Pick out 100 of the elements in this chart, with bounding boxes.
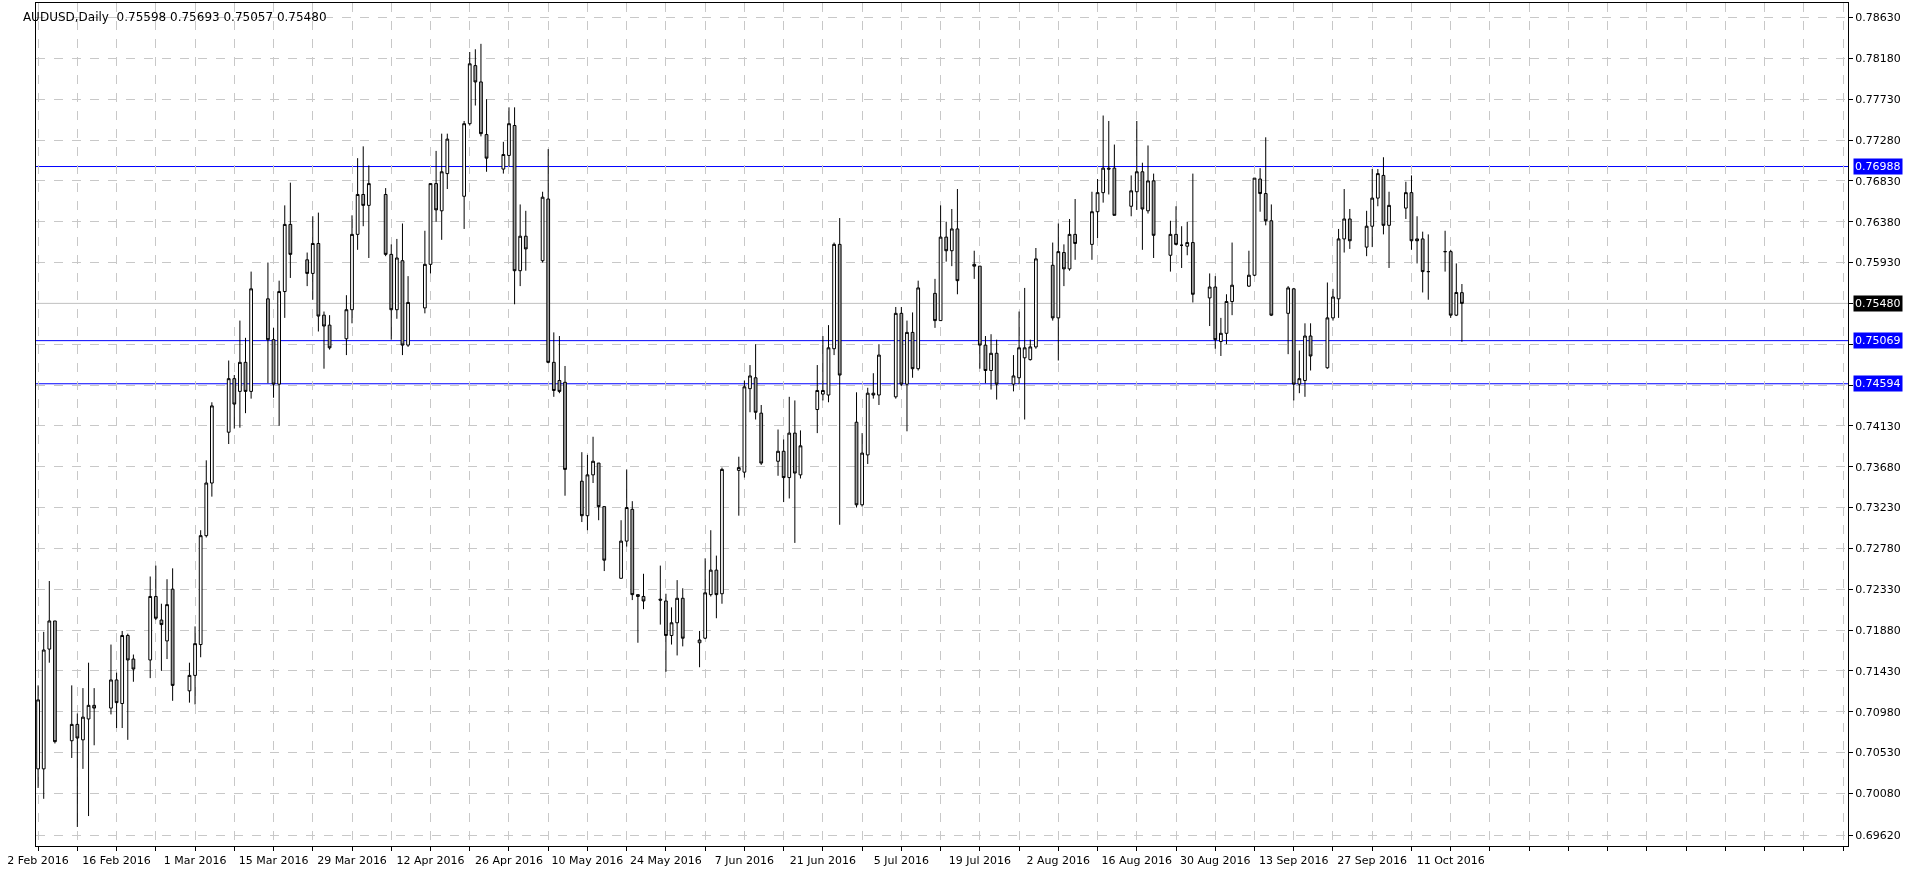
y-tick-label: 0.78180 <box>1855 52 1901 66</box>
x-tick-label: 30 Aug 2016 <box>1180 854 1251 868</box>
candlestick <box>1146 144 1150 215</box>
x-tick-label: 15 Mar 2016 <box>238 854 309 868</box>
candlestick <box>484 98 489 173</box>
y-tick-label: 0.72780 <box>1855 542 1901 556</box>
candlestick <box>1347 208 1352 250</box>
x-tick-label: 16 Feb 2016 <box>82 854 151 868</box>
candlestick <box>165 578 169 660</box>
candlestick <box>703 557 708 640</box>
candlestick <box>1190 173 1195 303</box>
x-tick-label: 5 Jul 2016 <box>873 854 929 868</box>
y-tick-label: 0.70980 <box>1855 705 1901 719</box>
candlestick <box>563 365 567 497</box>
y-tick-label: 0.78630 <box>1855 11 1901 25</box>
candlestick <box>1179 225 1184 269</box>
x-tick-label: 2 Aug 2016 <box>1026 854 1091 868</box>
candlestick <box>972 250 977 280</box>
y-tick-label: 0.77280 <box>1855 133 1901 147</box>
y-tick-label: 0.77730 <box>1855 93 1901 107</box>
ref-line-label: 0.75480 <box>1855 297 1901 310</box>
x-tick-label: 19 Jul 2016 <box>948 854 1011 868</box>
candlestick <box>344 294 349 356</box>
candlestick <box>1443 230 1447 273</box>
y-tick-label: 0.70080 <box>1855 787 1901 801</box>
candlestick <box>1185 221 1190 256</box>
x-tick-label: 13 Sep 2016 <box>1258 854 1329 868</box>
candlestick <box>1168 220 1173 273</box>
candlestick <box>591 436 595 484</box>
y-tick-label: 0.74130 <box>1855 419 1901 433</box>
y-tick-label: 0.70530 <box>1855 746 1901 760</box>
candlestick <box>1303 322 1307 398</box>
candlestick <box>664 593 668 673</box>
candlestick <box>720 467 724 605</box>
candlestick <box>187 662 192 704</box>
candlestick <box>170 567 175 702</box>
candlestick <box>837 217 842 526</box>
candlestick <box>109 644 113 715</box>
x-tick-label: 12 Apr 2016 <box>396 854 465 868</box>
candlestick <box>905 320 909 432</box>
candlestick <box>1308 322 1313 372</box>
y-tick-label: 0.76380 <box>1855 215 1901 229</box>
candlestick <box>1286 285 1291 355</box>
x-tick-label: 29 Mar 2016 <box>317 854 387 868</box>
candlestick <box>1174 205 1178 246</box>
ref-line-label: 0.76988 <box>1855 160 1901 173</box>
candlestick <box>815 364 820 434</box>
candlestick <box>1062 243 1066 287</box>
candlestick <box>193 625 197 705</box>
candlestick <box>1325 281 1330 370</box>
candlestick <box>1460 283 1464 343</box>
candlestick <box>53 620 57 744</box>
x-tick-label: 21 Jun 2016 <box>789 854 856 868</box>
candlestick <box>507 106 511 167</box>
candlestick <box>619 519 623 579</box>
candlestick <box>350 214 354 324</box>
ref-line-label: 0.75069 <box>1855 334 1901 347</box>
candlestick <box>989 333 993 391</box>
x-tick-label: 16 Aug 2016 <box>1101 854 1173 868</box>
candlestick <box>462 120 466 230</box>
x-tick-label: 24 May 2016 <box>630 854 702 868</box>
x-tick-label: 7 Jun 2016 <box>714 854 774 868</box>
candlestick <box>680 587 685 647</box>
candlestick <box>366 164 371 259</box>
x-tick-label: 11 Oct 2016 <box>1416 854 1485 868</box>
candlestick <box>153 565 158 621</box>
candlestick <box>523 210 528 272</box>
candlestick <box>81 687 85 770</box>
y-tick-label: 0.69620 <box>1855 828 1901 842</box>
y-tick-label: 0.75930 <box>1855 256 1901 270</box>
y-tick-label: 0.73680 <box>1855 460 1901 474</box>
x-tick-label: 26 Apr 2016 <box>474 854 543 868</box>
candlestick <box>748 364 752 413</box>
candlestick <box>658 565 663 626</box>
candlestick <box>1420 231 1425 293</box>
candlestick <box>305 252 310 287</box>
y-tick-label: 0.72330 <box>1855 583 1901 597</box>
candlestick <box>159 603 164 672</box>
candlestick <box>148 575 153 679</box>
x-tick-label: 10 May 2016 <box>551 854 624 868</box>
candlestick <box>753 343 758 421</box>
candlestick <box>776 428 780 477</box>
candlestick <box>759 404 764 466</box>
x-tick-label: 27 Sep 2016 <box>1337 854 1408 868</box>
candlestick <box>1090 191 1094 261</box>
y-tick-label: 0.76830 <box>1855 174 1901 188</box>
y-tick-label: 0.73230 <box>1855 501 1901 515</box>
candlestick <box>322 311 326 370</box>
candlestick <box>697 630 702 668</box>
candlestick <box>1017 311 1021 385</box>
candlestick <box>1151 173 1156 259</box>
candlestick <box>327 314 332 351</box>
candlestick <box>1426 233 1431 301</box>
candlestick <box>1129 174 1134 217</box>
candlestick <box>1331 288 1335 322</box>
candlestick <box>210 401 214 498</box>
candlestick <box>1011 354 1016 392</box>
candlestick <box>479 43 483 137</box>
x-tick-label: 1 Mar 2016 <box>163 854 227 868</box>
x-tick-label: 2 Feb 2016 <box>7 854 69 868</box>
